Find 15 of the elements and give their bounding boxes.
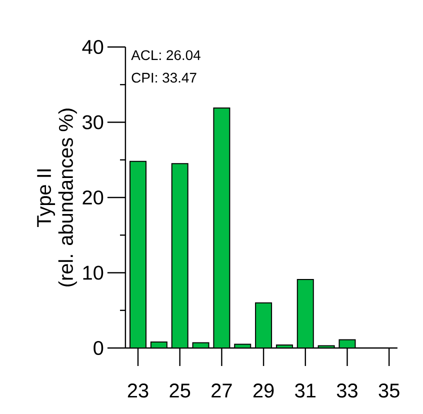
y-axis-title: Type II (rel. abundances %) (37, 108, 77, 286)
y-tick-label: 10 (83, 266, 104, 280)
y-tick-label: 0 (94, 340, 104, 356)
annotation: CPI: 33.47 (132, 72, 196, 83)
y-tick-label: 40 (82, 40, 104, 54)
y-tick-label: 20 (82, 190, 104, 205)
x-tick-label: 35 (378, 384, 400, 398)
x-tick-label: 23 (128, 384, 148, 398)
x-tick-label: 33 (336, 384, 358, 398)
y-tick-label: 30 (82, 115, 104, 130)
x-tick-label: 27 (212, 384, 232, 398)
x-tick-label: 29 (253, 384, 274, 398)
annotation: ACL: 26.04 (131, 50, 200, 60)
x-tick-label: 31 (295, 384, 316, 398)
x-tick-label: 25 (170, 384, 190, 398)
